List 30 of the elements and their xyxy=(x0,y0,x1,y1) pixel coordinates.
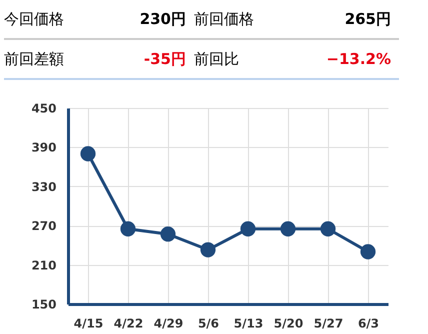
y-tick-label: 150 xyxy=(31,298,56,312)
x-tick-label: 5/20 xyxy=(274,316,304,330)
point xyxy=(240,221,256,236)
text: −13.2% xyxy=(289,40,399,80)
text: 230円 xyxy=(99,0,194,40)
x-tick-label: 4/29 xyxy=(154,316,184,330)
text: 前回比 xyxy=(194,40,289,80)
y-tick-label: 270 xyxy=(31,219,56,234)
text: 265円 xyxy=(289,0,399,40)
x-tick-label: 5/27 xyxy=(314,316,344,330)
y-tick-label: 390 xyxy=(31,140,56,155)
point xyxy=(360,244,376,260)
text: 今回価格 xyxy=(4,0,99,40)
x-tick-label: 5/13 xyxy=(234,316,264,330)
point xyxy=(80,146,96,162)
text: -35円 xyxy=(99,40,194,80)
x-tick-label: 6/3 xyxy=(358,316,380,330)
text: 前回価格 xyxy=(194,0,289,40)
x-tick-label: 5/6 xyxy=(198,316,220,330)
point xyxy=(320,221,336,236)
x-tick-label: 4/15 xyxy=(74,316,104,330)
point xyxy=(160,226,176,242)
text: 前回差額 xyxy=(4,40,99,80)
y-tick-label: 210 xyxy=(31,258,56,272)
x-tick-label: 4/22 xyxy=(114,316,144,330)
y-tick-label: 330 xyxy=(31,180,56,194)
point xyxy=(120,221,136,236)
point xyxy=(200,242,216,258)
point xyxy=(280,221,296,236)
y-tick-label: 450 xyxy=(31,102,56,116)
